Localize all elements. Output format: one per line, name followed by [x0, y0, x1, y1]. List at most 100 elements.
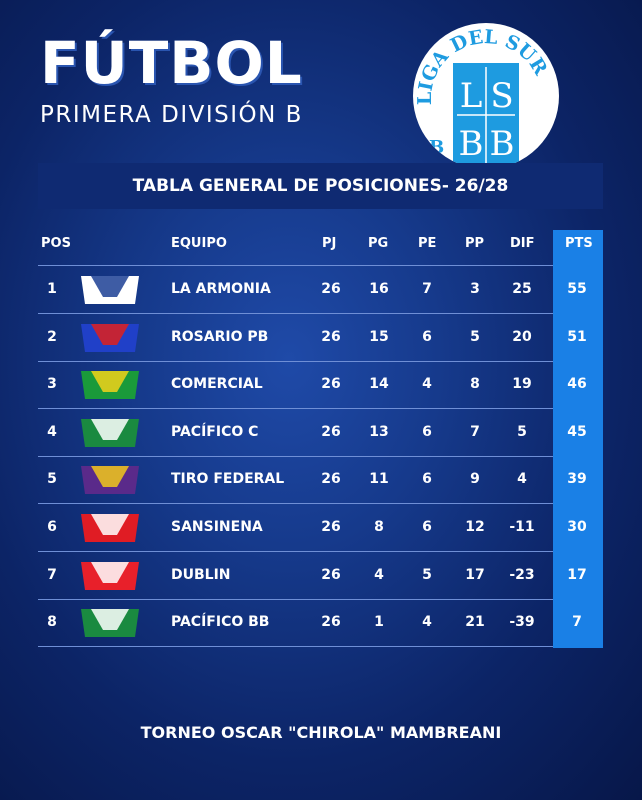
cell-pts: 30 — [567, 519, 587, 535]
table-row: 4 26 13 6 7 5 45 PACÍFICO C — [0, 409, 642, 456]
col-pj: PJ — [322, 236, 337, 251]
team-name: PACÍFICO BB — [171, 614, 270, 631]
cell-dif: 19 — [512, 376, 532, 393]
team-name: COMERCIAL — [171, 376, 263, 393]
team-crest-icon — [81, 276, 139, 304]
table-row: 5 26 11 6 9 4 39 TIRO FEDERAL — [0, 456, 642, 503]
page-subtitle: PRIMERA DIVISIÓN B — [40, 102, 303, 128]
cell-pg: 15 — [369, 328, 389, 345]
cell-pos: 8 — [47, 614, 57, 631]
row-divider — [38, 503, 553, 505]
svg-text:S: S — [490, 76, 513, 116]
row-divider — [38, 313, 553, 314]
cell-pts: 7 — [572, 614, 582, 631]
cell-pj: 26 — [321, 328, 341, 345]
row-divider — [38, 646, 553, 648]
table-row: 3 26 14 4 8 19 46 COMERCIAL — [0, 361, 642, 408]
cell-dif: -11 — [509, 519, 535, 535]
team-name: LA ARMONIA — [171, 281, 271, 297]
team-crest-icon — [81, 418, 139, 447]
team-name: PACÍFICO C — [171, 423, 259, 440]
team-name: TIRO FEDERAL — [171, 471, 285, 488]
cell-pos: 3 — [47, 376, 57, 393]
cell-pe: 7 — [422, 281, 432, 297]
col-team: EQUIPO — [171, 236, 227, 251]
cell-pp: 3 — [470, 281, 480, 297]
svg-text:B: B — [490, 124, 515, 164]
cell-pp: 9 — [470, 471, 480, 488]
row-divider — [38, 598, 553, 600]
cell-pe: 6 — [422, 471, 432, 488]
row-divider — [38, 265, 553, 266]
row-divider — [38, 408, 553, 410]
cell-pos: 6 — [47, 519, 57, 535]
table-row: 6 26 8 6 12 -11 30 SANSINENA — [0, 504, 642, 551]
team-crest-icon — [81, 466, 139, 495]
page-title: FÚTBOL — [40, 29, 303, 97]
cell-pe: 4 — [422, 376, 432, 393]
svg-text:B: B — [459, 124, 484, 164]
cell-dif: 20 — [512, 328, 532, 345]
cell-dif: 5 — [517, 423, 527, 440]
cell-pp: 12 — [465, 519, 485, 535]
table-row: 8 26 1 4 21 -39 7 PACÍFICO BB — [0, 599, 642, 646]
cell-pts: 55 — [567, 281, 587, 297]
team-name: SANSINENA — [171, 519, 263, 535]
team-crest-icon — [81, 514, 139, 542]
cell-pj: 26 — [321, 423, 341, 440]
row-divider — [38, 455, 553, 457]
cell-pj: 26 — [321, 614, 341, 631]
table-title: TABLA GENERAL DE POSICIONES- 26/28 — [132, 176, 509, 196]
row-divider — [38, 551, 553, 552]
team-crest-icon — [81, 609, 139, 638]
cell-pg: 13 — [369, 423, 389, 440]
cell-pts: 39 — [567, 471, 587, 488]
col-dif: DIF — [510, 236, 535, 251]
cell-pp: 5 — [470, 328, 480, 345]
col-pg: PG — [368, 236, 389, 251]
cell-dif: -39 — [509, 614, 535, 631]
team-name: ROSARIO PB — [171, 328, 269, 345]
team-crest-icon — [81, 323, 139, 352]
cell-pj: 26 — [321, 566, 341, 583]
team-crest-icon — [81, 371, 139, 400]
cell-pp: 17 — [465, 566, 485, 583]
col-pe: PE — [418, 236, 437, 251]
cell-pp: 21 — [465, 614, 485, 631]
cell-pe: 6 — [422, 328, 432, 345]
cell-pj: 26 — [321, 471, 341, 488]
cell-pg: 1 — [374, 614, 384, 631]
team-crest-icon — [81, 561, 139, 590]
table-title-band: TABLA GENERAL DE POSICIONES- 26/28 — [38, 163, 603, 209]
col-pp: PP — [465, 236, 485, 251]
cell-pj: 26 — [321, 281, 341, 297]
cell-pe: 6 — [422, 423, 432, 440]
pts-column-highlight — [553, 230, 603, 648]
row-divider — [38, 360, 553, 362]
cell-pts: 17 — [567, 566, 587, 583]
cell-pe: 6 — [422, 519, 432, 535]
cell-pos: 1 — [47, 281, 57, 297]
cell-pts: 45 — [567, 423, 587, 440]
cell-pe: 4 — [422, 614, 432, 631]
cell-pj: 26 — [321, 376, 341, 393]
cell-pp: 7 — [470, 423, 480, 440]
col-pts: PTS — [565, 236, 593, 251]
svg-text:B: B — [429, 137, 444, 158]
table-row: 7 26 4 5 17 -23 17 DUBLIN — [0, 552, 642, 599]
cell-dif: -23 — [509, 566, 535, 583]
table-row: 1 26 16 7 3 25 55 LA ARMONIA — [0, 266, 642, 313]
table-row: 2 26 15 6 5 20 51 ROSARIO PB — [0, 314, 642, 361]
col-pos: POS — [41, 236, 71, 251]
cell-pos: 2 — [47, 328, 57, 345]
cell-pts: 51 — [567, 328, 587, 345]
cell-pj: 26 — [321, 519, 341, 535]
league-logo: LIGA DEL SUR L S B B B — [413, 23, 559, 169]
svg-text:L: L — [460, 76, 483, 116]
cell-pg: 16 — [369, 281, 389, 297]
cell-pg: 8 — [374, 519, 384, 535]
tournament-name: TORNEO OSCAR "CHIROLA" MAMBREANI — [140, 723, 502, 742]
cell-pp: 8 — [470, 376, 480, 393]
cell-pos: 7 — [47, 566, 57, 583]
cell-dif: 25 — [512, 281, 532, 297]
